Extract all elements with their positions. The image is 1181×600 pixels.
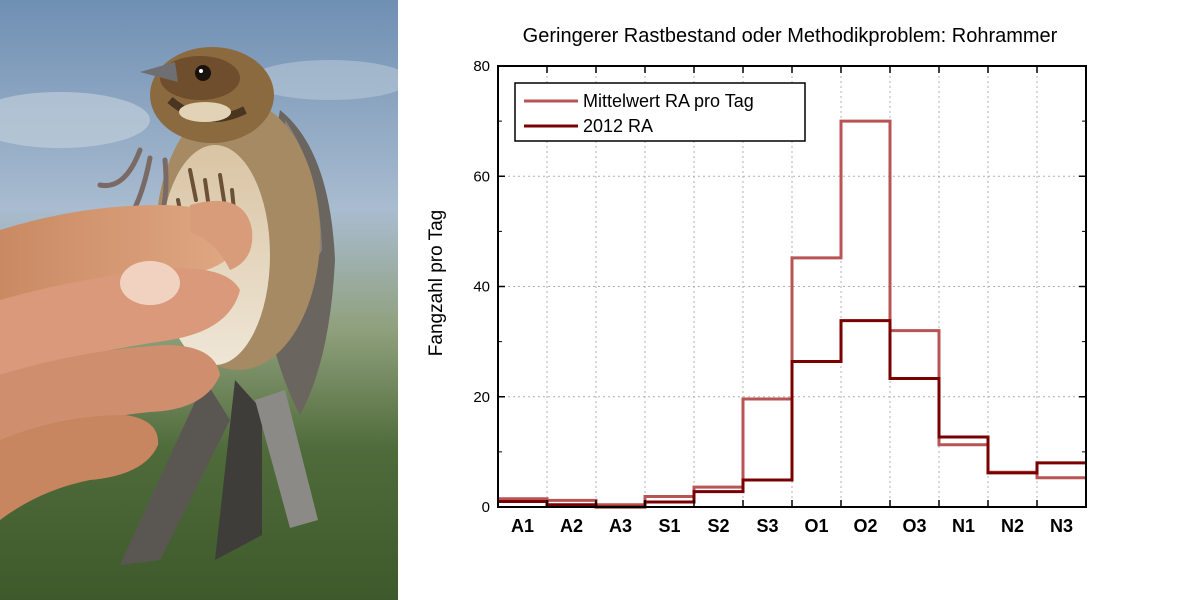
x-tick-label-o3: O3 [902, 516, 926, 536]
y-tick-label: 40 [473, 279, 490, 296]
legend-label-mittelwert: Mittelwert RA pro Tag [583, 91, 754, 111]
chart-panel: Geringerer Rastbestand oder Methodikprob… [398, 0, 1181, 600]
x-tick-label-s2: S2 [707, 516, 729, 536]
bird-photo [0, 0, 398, 600]
x-tick-label-n2: N2 [1001, 516, 1024, 536]
x-tick-label-a2: A2 [560, 516, 583, 536]
x-tick-label-a1: A1 [511, 516, 534, 536]
x-tick-label-n3: N3 [1050, 516, 1073, 536]
legend-label-2012: 2012 RA [583, 116, 653, 136]
tick-layer: 0 20 40 60 80 A1 A2 A3 S1 S2 S3 O1 O2 O3 N1 N2 N3 [473, 58, 1087, 536]
x-tick-label-s3: S3 [756, 516, 778, 536]
x-tick-label-s1: S1 [658, 516, 680, 536]
y-tick-label: 20 [473, 389, 490, 406]
legend-box [514, 82, 806, 142]
legend: Mittelwert RA pro Tag 2012 RA [514, 82, 806, 142]
chart-title: Geringerer Rastbestand oder Methodikprob… [523, 25, 1058, 47]
y-tick-label: 80 [473, 58, 490, 75]
y-tick-label: 60 [473, 168, 490, 185]
x-tick-label-n1: N1 [952, 516, 975, 536]
x-tick-label-a3: A3 [609, 516, 632, 536]
series-layer [498, 119, 1086, 509]
step-chart: Geringerer Rastbestand oder Methodikprob… [426, 25, 1087, 536]
x-tick-label-o2: O2 [853, 516, 877, 536]
reed-bunting-photo-illustration [0, 0, 398, 600]
y-axis-label: Fangzahl pro Tag [426, 210, 447, 356]
x-tick-label-o1: O1 [804, 516, 828, 536]
y-tick-label: 0 [482, 499, 490, 516]
